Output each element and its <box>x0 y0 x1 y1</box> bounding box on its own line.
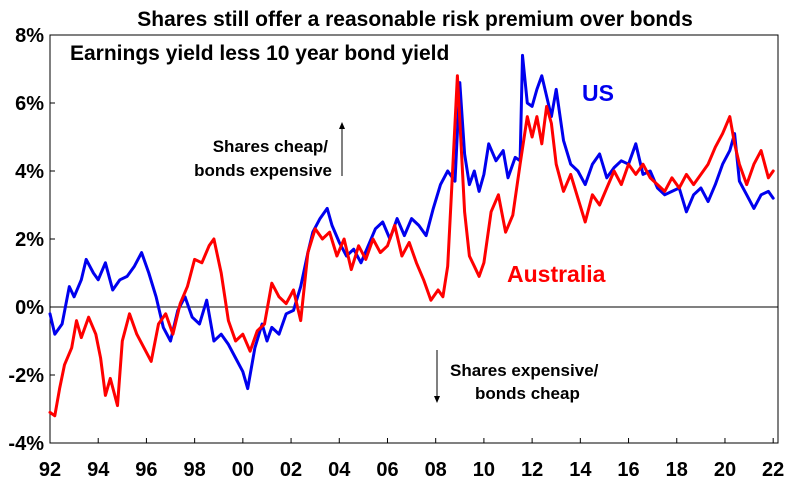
y-tick-label: 4% <box>15 161 44 183</box>
x-tick-label: 14 <box>569 459 592 481</box>
x-tick-label: 22 <box>762 459 784 481</box>
x-tick-label: 04 <box>328 459 351 481</box>
y-tick-label: -4% <box>8 433 44 455</box>
x-tick-label: 08 <box>425 459 447 481</box>
x-tick-label: 10 <box>473 459 495 481</box>
x-tick-label: 00 <box>232 459 254 481</box>
x-tick-label: 92 <box>39 459 61 481</box>
annotation-shares-cheap-line2: bonds expensive <box>194 161 332 180</box>
annotation-shares-expensive-line1: Shares expensive/ <box>450 361 599 380</box>
x-tick-label: 02 <box>280 459 302 481</box>
x-tick-label: 18 <box>666 459 688 481</box>
x-tick-label: 16 <box>617 459 639 481</box>
down-arrow-icon <box>434 350 440 403</box>
y-tick-label: 6% <box>15 93 44 115</box>
series-line-australia <box>48 74 775 418</box>
x-tick-label: 94 <box>87 459 110 481</box>
x-tick-label: 06 <box>376 459 398 481</box>
y-tick-label: 8% <box>15 25 44 47</box>
x-tick-label: 12 <box>521 459 543 481</box>
annotation-shares-cheap-line1: Shares cheap/ <box>213 137 329 156</box>
series-lines <box>48 53 775 418</box>
y-tick-label: -2% <box>8 365 44 387</box>
x-tick-label: 20 <box>714 459 736 481</box>
y-axis: -4% -2% 0% 2% 4% 6% 8% <box>8 25 55 455</box>
up-arrow-icon <box>339 122 345 176</box>
x-tick-label: 96 <box>135 459 157 481</box>
annotation-shares-expensive-line2: bonds cheap <box>475 384 580 403</box>
plot-area <box>49 34 779 444</box>
chart-title: Shares still offer a reasonable risk pre… <box>137 8 693 31</box>
series-label-us: US <box>582 80 614 106</box>
y-tick-label: 0% <box>15 297 44 319</box>
chart-subtitle: Earnings yield less 10 year bond yield <box>70 42 449 65</box>
y-tick-label: 2% <box>15 229 44 251</box>
series-label-australia: Australia <box>507 261 606 287</box>
x-tick-label: 98 <box>184 459 206 481</box>
x-axis: 92 94 96 98 00 02 04 06 08 10 12 14 16 18 20 22 <box>39 306 784 481</box>
series-line-us <box>48 53 775 391</box>
